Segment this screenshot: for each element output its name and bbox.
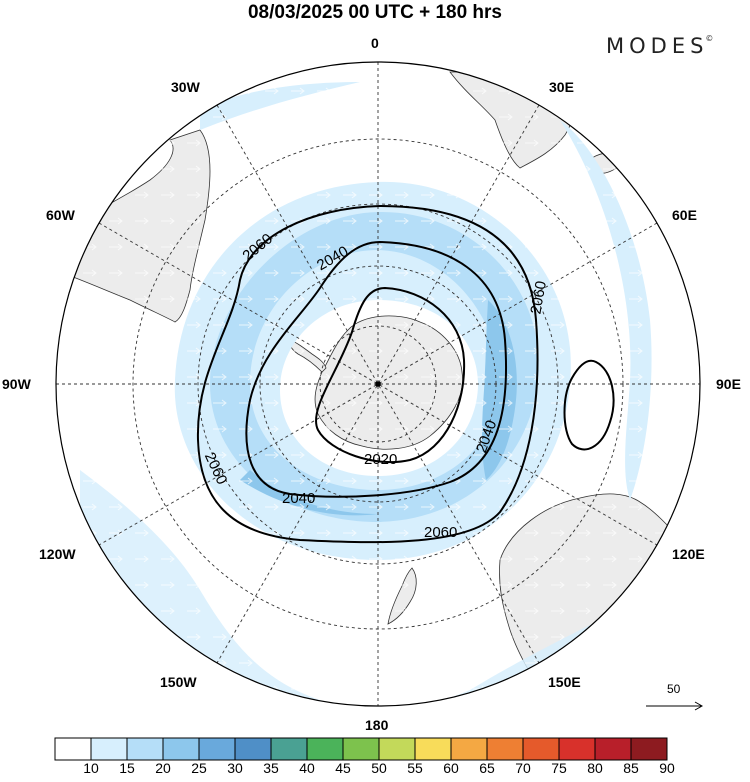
colorbar-tick-label: 55	[407, 760, 423, 776]
lon-label-60w: 60W	[46, 207, 75, 223]
colorbar-cell	[162, 737, 200, 761]
colorbar-tick-label: 30	[227, 760, 243, 776]
contour-2020	[315, 286, 466, 464]
colorbar-tick-label: 90	[659, 760, 675, 776]
lon-label-90e: 90E	[716, 376, 741, 392]
contour-2060	[196, 204, 539, 544]
colorbar-tick-label: 10	[83, 760, 99, 776]
map-title: 08/03/2025 00 UTC + 180 hrs	[247, 2, 503, 23]
lon-label-120w: 120W	[39, 546, 76, 562]
lon-label-150e: 150E	[548, 674, 581, 690]
contour-label: 2040	[282, 490, 316, 507]
colorbar-tick-label: 85	[623, 760, 639, 776]
colorbar-cell	[450, 737, 488, 761]
colorbar-cell	[522, 737, 560, 761]
colorbar-tick-label: 20	[155, 760, 171, 776]
lon-label-120e: 120E	[672, 546, 705, 562]
colorbar-cell	[630, 737, 668, 761]
colorbar-tick-label: 75	[551, 760, 567, 776]
colorbar-cell	[414, 737, 452, 761]
wind-shading	[56, 62, 700, 706]
south-pole-marker	[375, 381, 381, 387]
colorbar-cell	[90, 737, 128, 761]
colorbar-cell	[306, 737, 344, 761]
lon-label-90w: 90W	[2, 376, 31, 392]
lon-label-0: 0	[371, 35, 379, 51]
graticule	[56, 62, 700, 706]
contour-2060-closed	[563, 359, 615, 451]
colorbar-tick-label: 70	[515, 760, 531, 776]
reference-vector-label: 50	[667, 682, 681, 696]
colorbar-cell	[234, 737, 272, 761]
lon-label-30e: 30E	[549, 79, 574, 95]
colorbar-cell	[342, 737, 380, 761]
lon-label-60e: 60E	[672, 207, 697, 223]
brand-mark: ©	[705, 34, 714, 43]
contour-2040	[245, 240, 508, 498]
colorbar-tick-label: 80	[587, 760, 603, 776]
map-border	[55, 61, 701, 707]
map-disc	[56, 62, 700, 706]
colorbar-tick-label: 15	[119, 760, 135, 776]
colorbar-cell	[378, 737, 416, 761]
colorbar-cell	[486, 737, 524, 761]
colorbar-cell	[198, 737, 236, 761]
colorbar-tick-label: 45	[335, 760, 351, 776]
modes-logo: MODES©	[606, 34, 713, 58]
colorbar-tick-label: 60	[443, 760, 459, 776]
colorbar-cell	[270, 737, 308, 761]
colorbar-tick-label: 50	[371, 760, 387, 776]
colorbar-cell	[126, 737, 164, 761]
colorbar	[54, 737, 668, 761]
colorbar-tick-label: 65	[479, 760, 495, 776]
contour-label: 2020	[364, 451, 398, 468]
lon-label-150w: 150W	[160, 674, 197, 690]
brand-name: MODES	[606, 34, 709, 58]
reference-vector-arrow	[646, 701, 704, 711]
colorbar-tick-label: 40	[299, 760, 315, 776]
lon-label-180: 180	[365, 717, 389, 733]
colorbar-cell	[54, 737, 92, 761]
contour-label: 2060	[424, 524, 458, 541]
colorbar-tick-label: 25	[191, 760, 207, 776]
colorbar-tick-label: 35	[263, 760, 279, 776]
colorbar-cell	[558, 737, 596, 761]
height-contours	[196, 204, 615, 544]
colorbar-cell	[594, 737, 632, 761]
lon-label-30w: 30W	[171, 79, 200, 95]
